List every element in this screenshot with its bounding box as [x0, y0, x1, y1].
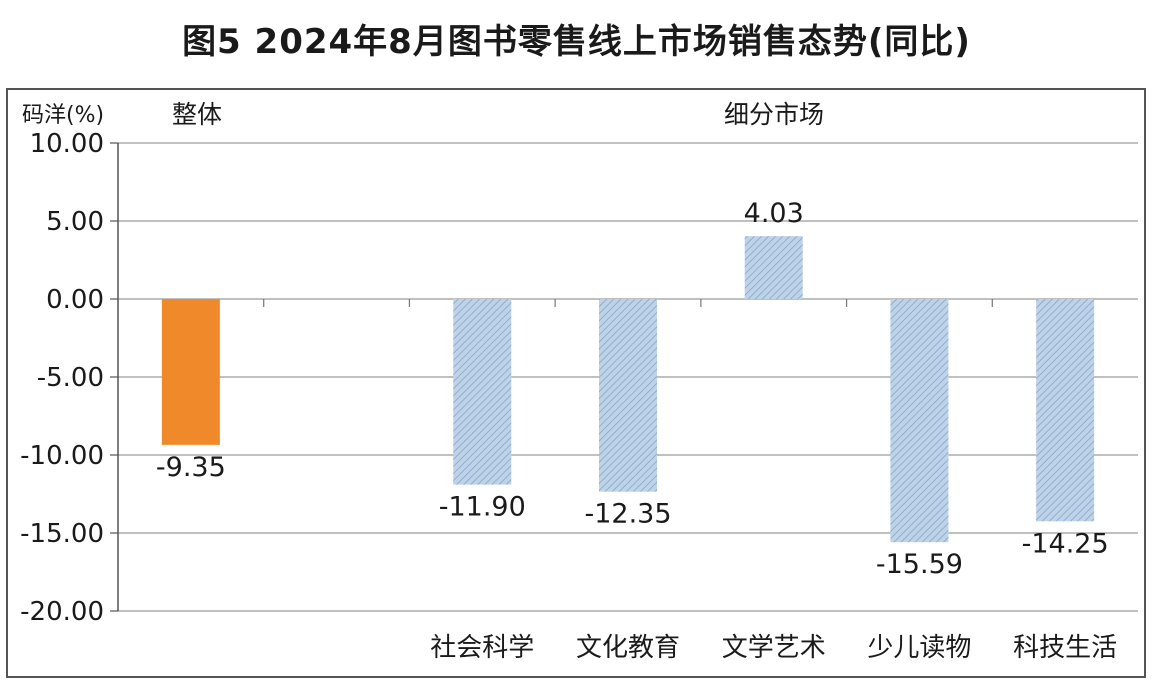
data-label: -15.59: [876, 549, 963, 580]
x-tick-label: 社会科学: [430, 633, 534, 663]
y-axis-label: 码洋(%): [22, 103, 105, 128]
section-label-segments: 细分市场: [724, 100, 825, 129]
data-label: -12.35: [584, 499, 671, 530]
x-tick-label: 科技生活: [1013, 633, 1117, 663]
bar-segment: [744, 236, 803, 299]
bar-segment: [599, 299, 657, 492]
y-tick-label: -20.00: [20, 597, 104, 627]
data-label: 4.03: [744, 198, 804, 229]
bar-segment: [453, 299, 512, 485]
bar-overall: [161, 299, 220, 445]
section-label-overall: 整体: [172, 100, 223, 129]
bar-segment: [890, 299, 949, 543]
y-tick-label: 5.00: [46, 207, 104, 237]
y-tick-label: -15.00: [20, 519, 104, 549]
data-label: -14.25: [1022, 528, 1109, 559]
bar-segment: [1036, 299, 1095, 522]
chart-frame: [6, 88, 1146, 678]
x-tick-label: 少儿读物: [867, 633, 971, 663]
x-tick-label: 文化教育: [576, 633, 680, 663]
chart-title: 图5 2024年8月图书零售线上市场销售态势(同比): [182, 22, 971, 62]
x-tick-label: 文学艺术: [722, 633, 826, 663]
y-tick-label: 10.00: [30, 129, 104, 159]
data-label: -11.90: [439, 492, 526, 523]
y-tick-label: -10.00: [20, 441, 104, 471]
y-tick-label: -5.00: [37, 363, 104, 393]
y-tick-label: 0.00: [46, 285, 104, 315]
data-label: -9.35: [156, 452, 226, 483]
